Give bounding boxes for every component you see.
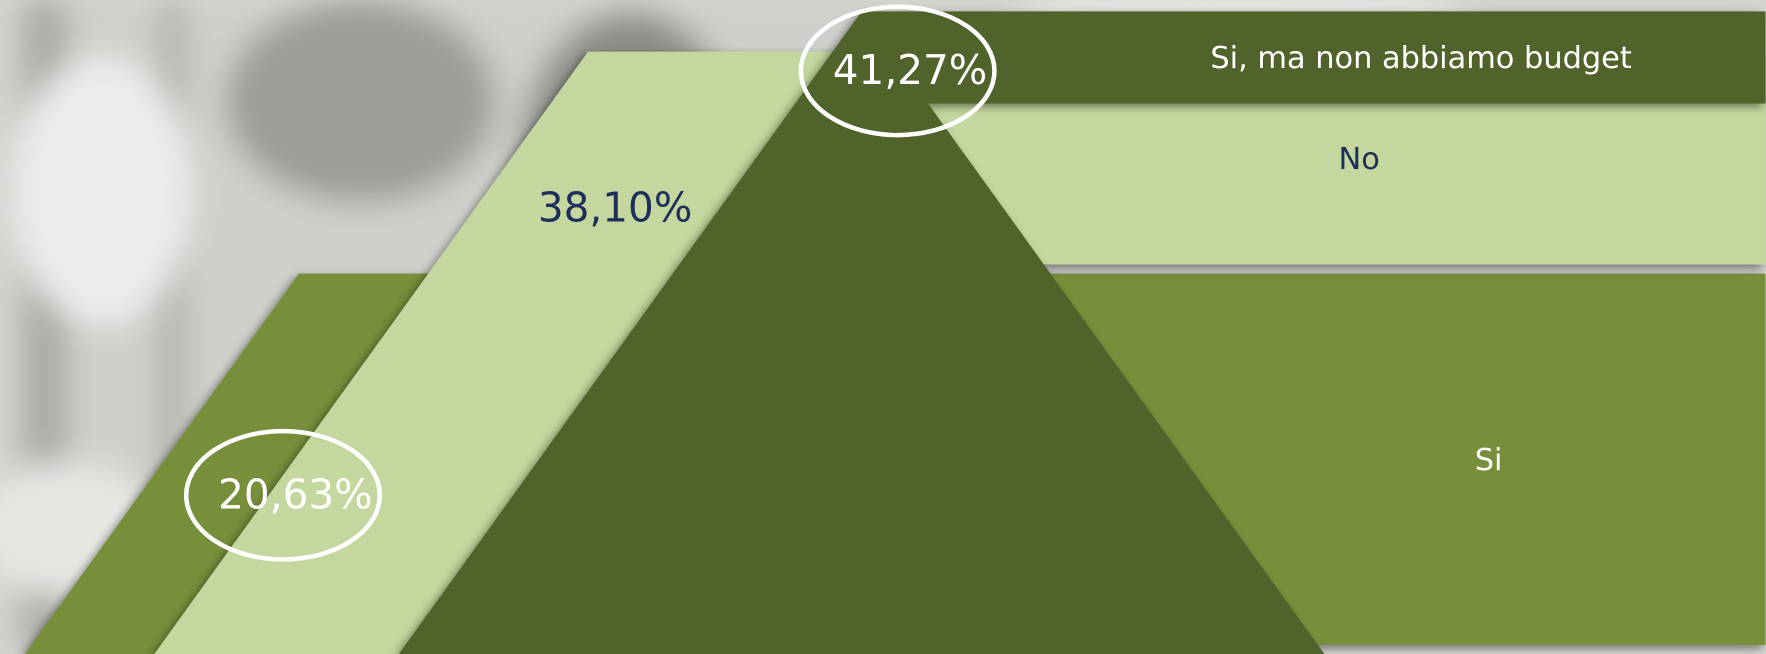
chart: Si No Si, ma non abbiamo budget 20,63% 38,10… xyxy=(0,0,1766,654)
value-label: 41,27% xyxy=(833,46,988,94)
value-label: 38,10% xyxy=(538,183,693,231)
page: {"chart_data": {"type": "mountain", "cat… xyxy=(0,0,1766,654)
category-label: Si xyxy=(1475,443,1503,478)
category-label: No xyxy=(1338,142,1379,177)
category-label: Si, ma non abbiamo budget xyxy=(1210,41,1631,76)
value-label: 20,63% xyxy=(218,471,373,519)
